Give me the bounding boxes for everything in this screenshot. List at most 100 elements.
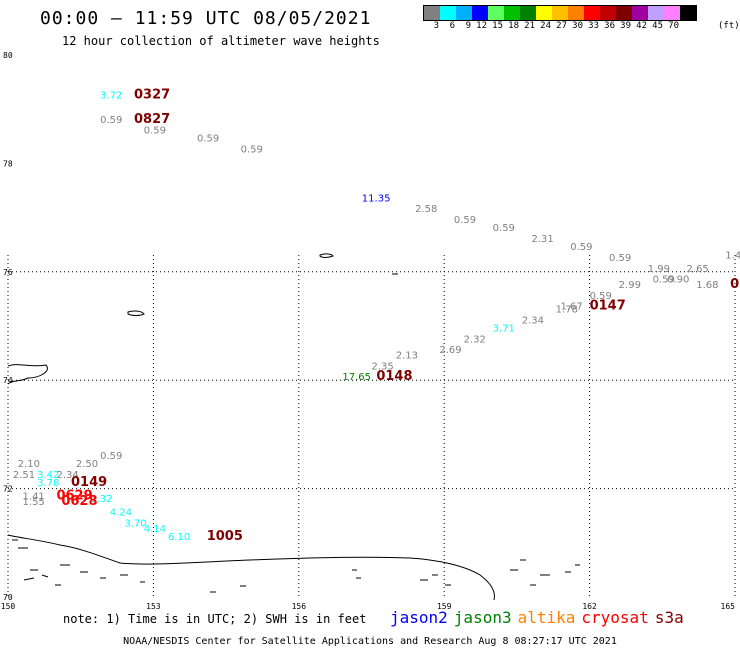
wave-height-label: 0.59 xyxy=(653,275,675,286)
wave-height-label: 1.67 xyxy=(561,302,583,313)
color-tick-label: 6 xyxy=(449,21,455,31)
time-label: 0147 xyxy=(590,299,626,314)
wave-height-label: 0.59 xyxy=(570,242,592,253)
lon-tick-label: 156 xyxy=(292,602,307,611)
wave-height-label: 11.35 xyxy=(362,193,391,204)
color-swatch xyxy=(488,6,504,20)
lon-tick-label: 162 xyxy=(582,602,597,611)
lon-tick-label: 159 xyxy=(437,602,452,611)
color-scale-ticks: 3 6 9 12 15 18 21 24 27 30 33 36 39 42 45 70 xyxy=(423,21,679,31)
wave-height-label: 0.59 xyxy=(241,145,263,156)
wave-height-label: 3.78 xyxy=(37,478,59,489)
lon-tick-label: 150 xyxy=(1,602,16,611)
map-title: 00:00 – 11:59 UTC 08/05/2021 xyxy=(40,8,372,29)
wave-height-label: 0.59 xyxy=(493,223,515,234)
color-tick-label: 45 xyxy=(652,21,663,31)
color-swatch xyxy=(504,6,520,20)
time-label: 0149 xyxy=(71,475,107,490)
color-tick-label: 36 xyxy=(604,21,615,31)
time-label: 0827 xyxy=(134,112,170,127)
wave-height-label: 2.34 xyxy=(522,315,544,326)
wave-height-label: 2.69 xyxy=(439,345,461,356)
footnote: note: 1) Time is in UTC; 2) SWH is in fe… xyxy=(63,612,367,626)
wave-height-label: 4.14 xyxy=(144,524,166,535)
wave-height-label: 1.48 xyxy=(725,250,740,261)
color-tick-label: 18 xyxy=(508,21,519,31)
lat-tick-label: 70 xyxy=(3,593,13,602)
wave-height-label: 0.59 xyxy=(454,215,476,226)
satellite-legend-item: altika xyxy=(517,608,576,627)
color-swatch xyxy=(680,6,696,20)
color-swatch xyxy=(584,6,600,20)
satellite-legend-item: cryosat xyxy=(581,608,649,627)
wave-height-label: 0.59 xyxy=(609,253,631,264)
lat-tick-label: 72 xyxy=(3,485,13,494)
color-tick-label: 33 xyxy=(588,21,599,31)
color-tick-label: 70 xyxy=(668,21,679,31)
color-swatch xyxy=(424,6,440,20)
satellite-legend: jason2 jason3 altika cryosat s3a xyxy=(390,608,690,627)
color-swatch xyxy=(648,6,664,20)
wave-height-label: 1.68 xyxy=(696,280,718,291)
wave-height-label: 3.42 xyxy=(37,470,59,481)
color-swatch xyxy=(632,6,648,20)
wave-height-label: 2.58 xyxy=(415,204,437,215)
wave-height-label: 2.99 xyxy=(619,280,641,291)
wave-height-label: 2.13 xyxy=(396,351,418,362)
wave-height-label: 3.72 xyxy=(100,90,122,101)
lat-tick-label: 78 xyxy=(3,159,13,168)
lat-tick-label: 76 xyxy=(3,268,13,277)
color-tick-label: 21 xyxy=(524,21,535,31)
color-tick-label: 27 xyxy=(556,21,567,31)
color-swatch xyxy=(440,6,456,20)
wave-height-label: 3.70 xyxy=(124,519,146,530)
color-swatch xyxy=(568,6,584,20)
wave-height-label: 2.31 xyxy=(531,234,553,245)
color-swatch xyxy=(536,6,552,20)
time-label: 0148 xyxy=(376,369,412,384)
wave-height-label: 1.55 xyxy=(23,497,45,508)
color-tick-label: 39 xyxy=(620,21,631,31)
color-tick-label: 42 xyxy=(636,21,647,31)
satellite-legend-item: s3a xyxy=(654,608,684,627)
wave-height-label: 0.59 xyxy=(197,134,219,145)
wave-height-label: 0.90 xyxy=(667,275,689,286)
wave-height-label: 2.65 xyxy=(687,264,709,275)
lat-lon-grid xyxy=(7,255,736,597)
color-tick-label: 12 xyxy=(476,21,487,31)
color-swatch xyxy=(616,6,632,20)
wave-height-label: 2.51 xyxy=(13,470,35,481)
coastline-mainland xyxy=(7,253,495,601)
wave-height-label: 2.35 xyxy=(372,361,394,372)
wave-height-label: 1.78 xyxy=(556,304,578,315)
color-tick-label: 3 xyxy=(433,21,439,31)
wave-height-label: 0.59 xyxy=(100,115,122,126)
color-scale-bar xyxy=(423,5,697,21)
time-label: 0628 xyxy=(61,494,97,509)
credit-footer: NOAA/NESDIS Center for Satellite Applica… xyxy=(123,636,617,647)
coastline-islands xyxy=(12,539,580,593)
wave-height-label: 2.34 xyxy=(56,470,78,481)
wave-height-label: 6.10 xyxy=(168,532,190,543)
color-swatch xyxy=(472,6,488,20)
color-tick-label: 30 xyxy=(572,21,583,31)
wave-height-label: 0.59 xyxy=(144,126,166,137)
time-label: 0327 xyxy=(134,87,170,102)
wave-height-label: 4.24 xyxy=(110,508,132,519)
color-swatch xyxy=(552,6,568,20)
color-swatch xyxy=(600,6,616,20)
wave-height-label: 0.59 xyxy=(100,451,122,462)
wave-height-label: 0.59 xyxy=(590,291,612,302)
color-swatch xyxy=(664,6,680,20)
color-tick-label: 15 xyxy=(492,21,503,31)
map-subtitle: 12 hour collection of altimeter wave hei… xyxy=(62,34,380,48)
color-tick-label: 24 xyxy=(540,21,551,31)
wave-height-label: 2.10 xyxy=(18,459,40,470)
wave-height-label: 1.99 xyxy=(648,264,670,275)
color-swatch xyxy=(456,6,472,20)
wave-height-label: 1.41 xyxy=(23,491,45,502)
time-label: 0629 xyxy=(56,488,92,503)
